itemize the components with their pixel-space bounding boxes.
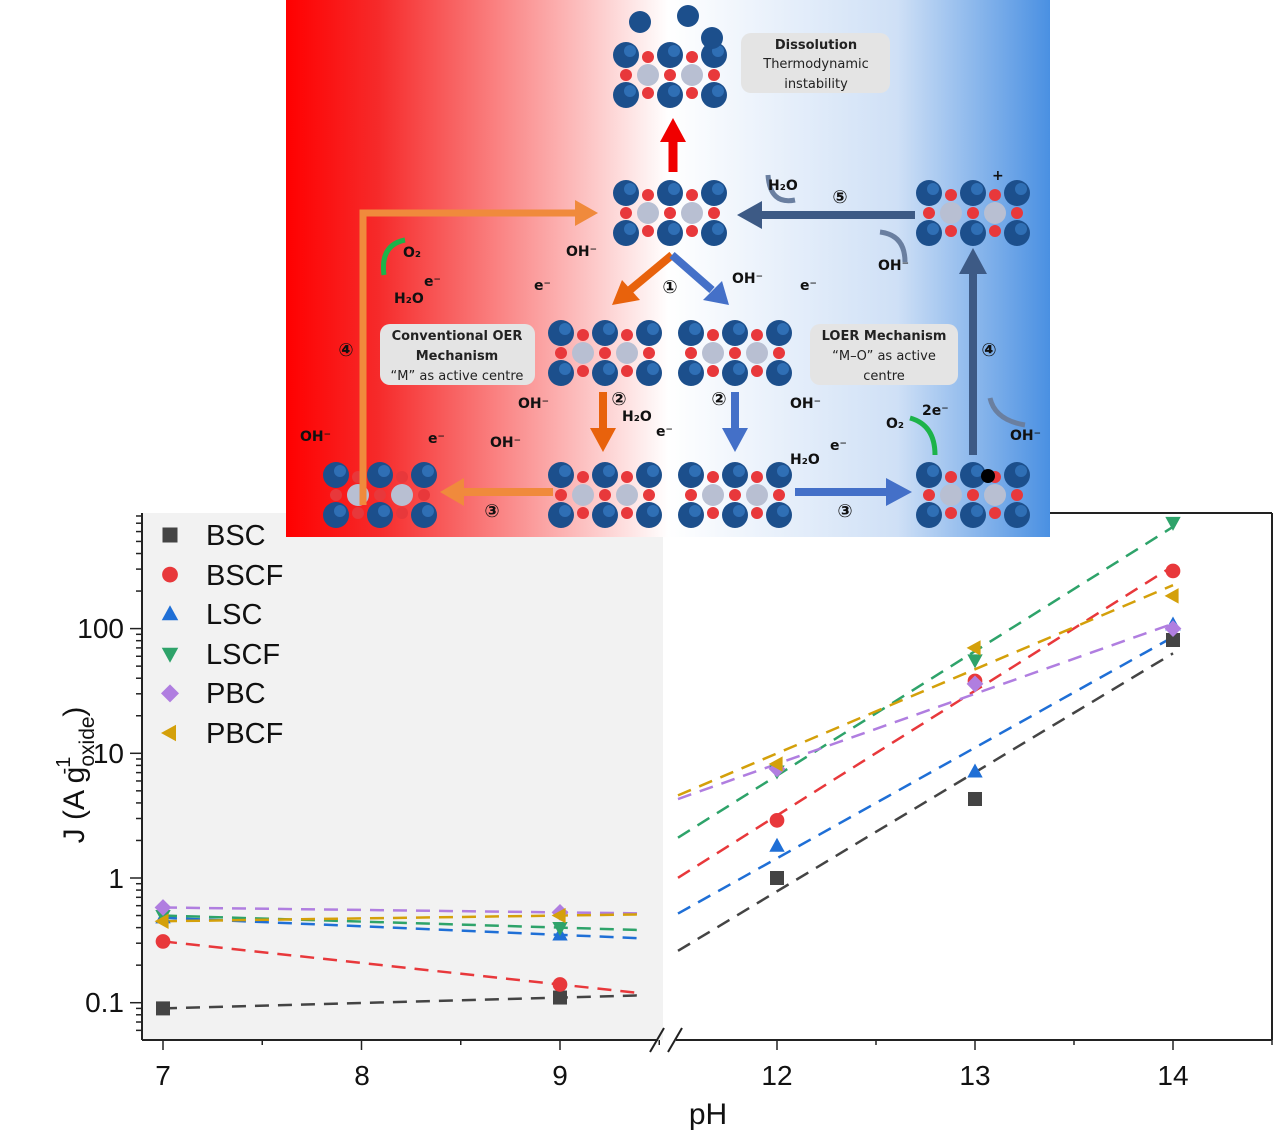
point-pbc-ph7 bbox=[154, 899, 172, 916]
axis-break-mark bbox=[667, 1027, 683, 1053]
xtick-13: 13 bbox=[959, 1060, 990, 1091]
legend-label-pbcf: PBCF bbox=[206, 718, 283, 750]
point-pbc-ph13 bbox=[966, 675, 984, 693]
xtick-8: 8 bbox=[354, 1060, 370, 1091]
fit-line-pbc-high-ph bbox=[677, 622, 1174, 801]
legend: BSC BSCF LSC LSCF PBC PBCF bbox=[161, 520, 283, 750]
point-lsc-ph12 bbox=[769, 837, 785, 852]
legend-marker-bsc bbox=[162, 527, 178, 543]
point-pbcf-ph13 bbox=[966, 640, 981, 656]
xtick-14: 14 bbox=[1157, 1060, 1188, 1091]
legend-marker-lsc bbox=[161, 605, 179, 621]
legend-marker-pbc bbox=[161, 684, 179, 703]
axis-break-mark bbox=[649, 1027, 665, 1053]
point-pbcf-ph9 bbox=[551, 907, 566, 924]
fit-line-pbcf-high-ph bbox=[677, 584, 1174, 797]
ytick-10: 10 bbox=[93, 738, 124, 769]
legend-marker-lscf bbox=[161, 647, 179, 663]
legend-marker-bscf bbox=[162, 566, 178, 583]
xtick-12: 12 bbox=[761, 1060, 792, 1091]
xtick-7: 7 bbox=[155, 1060, 171, 1091]
point-bscf-ph7 bbox=[155, 934, 171, 949]
point-bsc-ph14 bbox=[1166, 633, 1180, 648]
data-points bbox=[154, 516, 1182, 1016]
legend-markers bbox=[161, 527, 179, 742]
point-bsc-ph9 bbox=[553, 990, 567, 1005]
legend-label-bscf: BSCF bbox=[206, 560, 283, 592]
point-bscf-ph9 bbox=[552, 977, 568, 992]
legend-label-lscf: LSCF bbox=[206, 639, 280, 671]
x-axis-label: pH bbox=[689, 1098, 727, 1131]
point-bscf-ph14 bbox=[1165, 563, 1181, 579]
fit-line-lsc-high-ph bbox=[677, 635, 1174, 915]
point-bsc-ph13 bbox=[968, 792, 982, 807]
point-bsc-ph7 bbox=[156, 1001, 170, 1016]
point-bsc-ph12 bbox=[770, 871, 784, 885]
point-pbcf-ph7 bbox=[154, 913, 169, 929]
tick-labels: 0.1 1 10 100 7 8 9 12 13 14 bbox=[77, 613, 1188, 1091]
xtick-9: 9 bbox=[552, 1060, 568, 1091]
ytick-1: 1 bbox=[108, 863, 124, 894]
y-axis-label: J (A goxide-1) bbox=[53, 707, 99, 844]
fit-line-lscf-high-ph bbox=[677, 525, 1174, 839]
legend-label-pbc: PBC bbox=[206, 678, 266, 710]
left-panel-background bbox=[142, 513, 663, 1040]
point-pbcf-ph12 bbox=[768, 756, 783, 772]
point-lscf-ph9 bbox=[552, 922, 568, 937]
point-lscf-ph13 bbox=[967, 654, 983, 669]
point-bscf-ph12 bbox=[769, 812, 785, 828]
fit-line-bscf-high-ph bbox=[677, 565, 1174, 879]
point-pbcf-ph14 bbox=[1164, 588, 1179, 604]
point-lsc-ph13 bbox=[967, 763, 983, 778]
ytick-0.1: 0.1 bbox=[85, 987, 124, 1018]
legend-marker-pbcf bbox=[161, 724, 176, 742]
legend-label-lsc: LSC bbox=[206, 599, 262, 631]
ytick-100: 100 bbox=[77, 613, 124, 644]
legend-label-bsc: BSC bbox=[206, 520, 266, 552]
point-pbc-ph14 bbox=[1164, 620, 1182, 637]
point-lscf-ph14 bbox=[1165, 516, 1181, 531]
axes bbox=[130, 512, 1273, 1053]
fit-line-bsc-high-ph bbox=[677, 652, 1174, 952]
